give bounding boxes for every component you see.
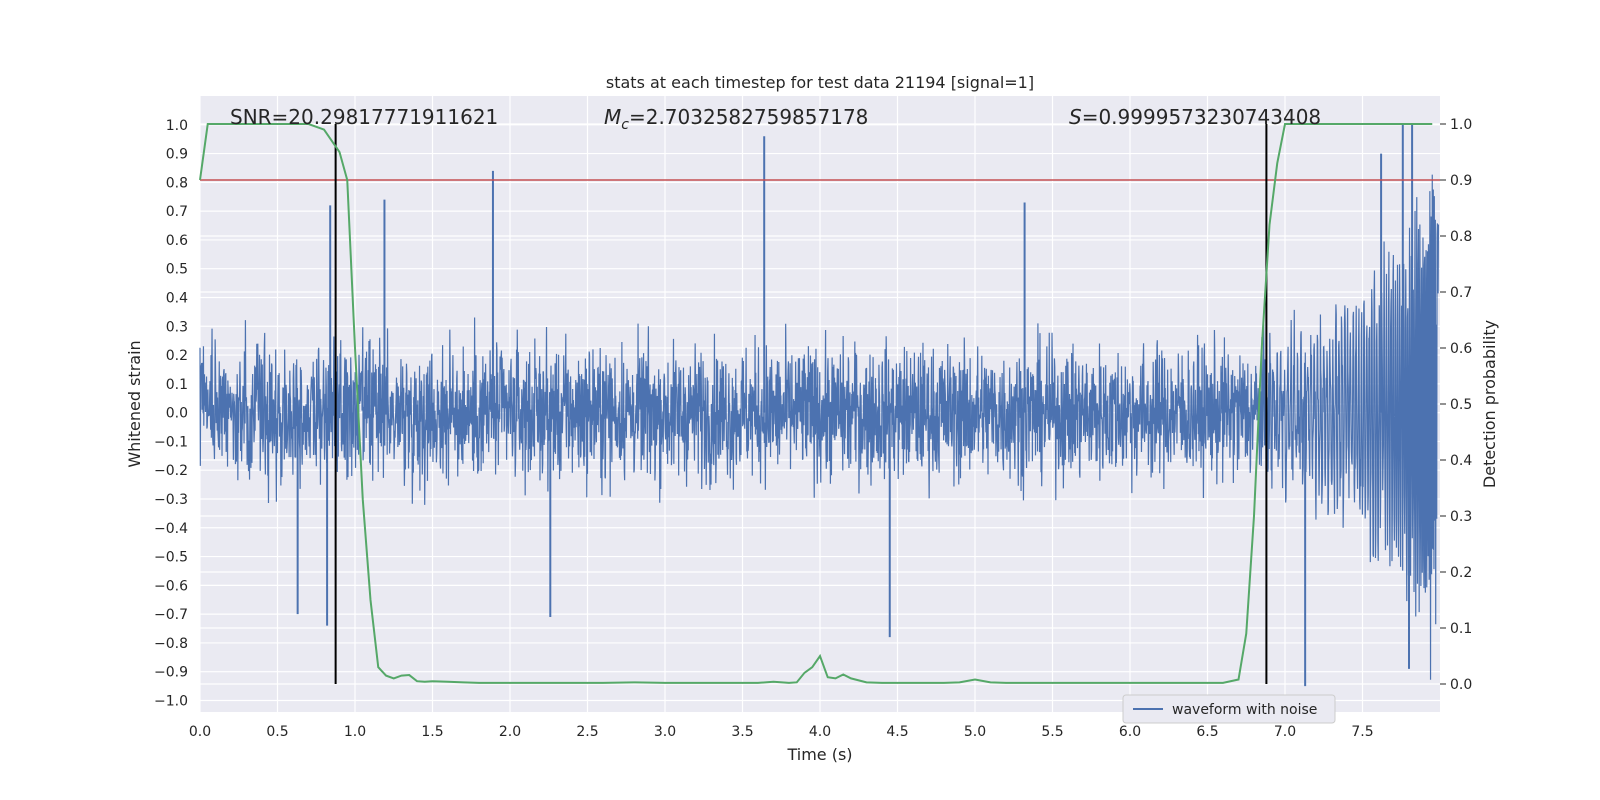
x-tick-label: 6.0 [1119,724,1141,740]
x-tick-label: 3.5 [731,724,753,740]
x-tick-label: 5.0 [964,724,986,740]
y2-tick-label: 0.3 [1450,509,1472,525]
s-symbol: S [1069,105,1082,129]
y-tick-label: −0.9 [154,665,188,681]
y-tick-label: 0.2 [166,348,188,364]
chart-title: stats at each timestep for test data 211… [606,73,1034,92]
y2-tick-label: 0.5 [1450,397,1472,413]
x-tick-label: 1.5 [421,724,443,740]
y2-tick-label: 0.9 [1450,173,1472,189]
y-tick-label: −0.8 [154,636,188,652]
y2-tick-label: 0.0 [1450,677,1472,693]
s-value: =0.9999573230743408 [1082,105,1321,129]
y2-tick-label: 0.8 [1450,229,1472,245]
x-tick-label: 3.0 [654,724,676,740]
y-tick-label: −0.4 [154,521,188,537]
y2-axis-ticks: 1.0 0.9 0.8 0.7 0.6 0.5 0.4 0.3 0.2 0.1 0.0 [1440,117,1472,693]
mc-annotation: Mc=2.7032582759857178 [604,105,868,133]
y-axis-ticks: 1.0 0.9 0.8 0.7 0.6 0.5 0.4 0.3 0.2 0.1 0.0 −0.1 −0.… [154,118,188,710]
x-tick-label: 1.0 [344,724,366,740]
probability-series [199,123,1433,684]
y-tick-label: 0.8 [166,175,188,191]
y2-tick-label: 0.7 [1450,285,1472,301]
waveform-line [199,174,1440,680]
x-tick-label: 7.5 [1351,724,1373,740]
x-tick-label: 6.5 [1196,724,1218,740]
x-tick-label: 0.0 [189,724,211,740]
overlay-lines [200,124,1440,684]
y-tick-label: −0.7 [154,607,188,623]
y-tick-label: 0.7 [166,204,188,220]
legend: waveform with noise [1122,694,1336,724]
y-tick-label: 0.9 [166,147,188,163]
y2-tick-label: 0.1 [1450,621,1472,637]
y2-tick-label: 0.2 [1450,565,1472,581]
y-tick-label: 1.0 [166,118,188,134]
y2-tick-label: 0.4 [1450,453,1472,469]
mc-symbol: M [604,105,621,129]
y-tick-label: −0.6 [154,578,188,594]
x-tick-label: 4.5 [886,724,908,740]
x-tick-label: 5.5 [1041,724,1063,740]
x-tick-label: 0.5 [266,724,288,740]
legend-label: waveform with noise [1172,702,1317,718]
y-tick-label: −1.0 [154,693,188,709]
legend-box [1122,694,1336,724]
snr-annotation: SNR=20.29817771911621 [230,105,498,129]
s-annotation: S=0.9999573230743408 [1069,105,1321,129]
y2-axis-label: Detection probability [1480,320,1499,488]
y-tick-label: 0.3 [166,319,188,335]
y-tick-label: 0.4 [166,290,188,306]
x-tick-label: 2.5 [576,724,598,740]
y-tick-label: 0.5 [166,262,188,278]
y2-tick-label: 1.0 [1450,117,1472,133]
waveform-series [199,124,1440,687]
x-tick-label: 7.0 [1274,724,1296,740]
y-tick-label: −0.2 [154,463,188,479]
y-tick-label: 0.1 [166,377,188,393]
probability-line [199,123,1433,684]
x-axis-ticks: 0.0 0.5 1.0 1.5 2.0 2.5 3.0 3.5 4.0 4.5 5.0 5.5 6.0 6… [189,724,1374,740]
y-tick-label: −0.5 [154,550,188,566]
y-tick-label: 0.6 [166,233,188,249]
x-axis-label: Time (s) [786,745,852,764]
y2-tick-label: 0.6 [1450,341,1472,357]
mc-value: =2.7032582759857178 [629,105,868,129]
y-tick-label: −0.1 [154,434,188,450]
x-tick-label: 2.0 [499,724,521,740]
mc-subscript: c [621,117,629,133]
x-tick-label: 4.0 [809,724,831,740]
y-axis-label: Whitened strain [125,340,144,467]
y-tick-label: 0.0 [166,406,188,422]
y-tick-label: −0.3 [154,492,188,508]
